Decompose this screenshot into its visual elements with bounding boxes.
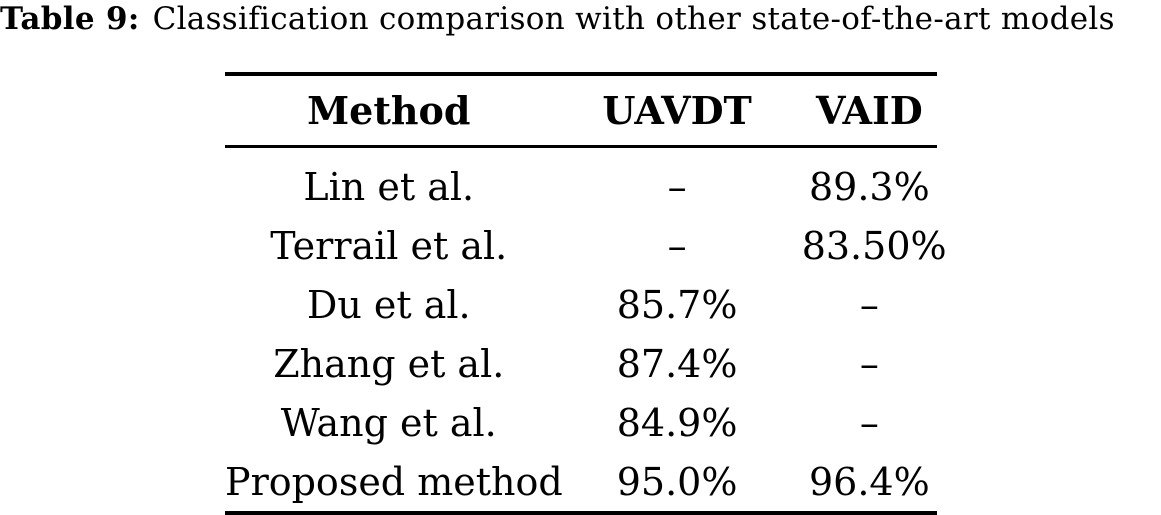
- table-row: Du et al. 85.7% –: [225, 275, 937, 334]
- uavdt-value-cell: –: [667, 164, 687, 209]
- vaid-value-cell: –: [859, 341, 879, 386]
- method-cell: Zhang et al.: [273, 341, 505, 386]
- vaid-value-cell: 89.3%: [808, 164, 930, 209]
- method-cell: Du et al.: [306, 282, 471, 327]
- table-row: Proposed method 95.0% 96.4%: [225, 452, 937, 513]
- uavdt-value-cell: 95.0%: [616, 459, 738, 504]
- header-row: Method UAVDT VAID: [225, 74, 937, 148]
- table-row: Lin et al. – 89.3%: [225, 147, 937, 217]
- col-header-uavdt: UAVDT: [552, 74, 802, 148]
- uavdt-value-cell: 85.7%: [616, 282, 738, 327]
- method-cell: Lin et al.: [303, 164, 475, 209]
- method-cell: Terrail et al.: [270, 223, 508, 268]
- table-row: Terrail et al. – 83.50%: [225, 216, 947, 275]
- vaid-value-cell: –: [859, 400, 879, 445]
- col-header-method: Method: [225, 74, 553, 148]
- uavdt-value-cell: 87.4%: [616, 341, 738, 386]
- uavdt-value-cell: 84.9%: [616, 400, 738, 445]
- table-caption: Table 9: Classification comparison with o…: [0, 0, 1161, 41]
- results-table-header: Method UAVDT VAID: [225, 74, 937, 148]
- vaid-value-cell: –: [859, 282, 879, 327]
- method-cell: Wang et al.: [280, 400, 497, 445]
- vaid-value-cell: 96.4%: [808, 459, 930, 504]
- results-table: Method UAVDT VAID Lin et al. – 89.3% Ter…: [225, 72, 947, 515]
- results-table-body: Lin et al. – 89.3% Terrail et al. – 83.5…: [225, 147, 947, 514]
- table-caption-text: Classification comparison with other sta…: [152, 1, 1115, 37]
- vaid-value-cell: 83.50%: [801, 223, 947, 268]
- table-caption-label: Table 9:: [0, 1, 140, 37]
- col-header-vaid: VAID: [801, 74, 937, 148]
- uavdt-value-cell: –: [667, 223, 687, 268]
- table-row: Wang et al. 84.9% –: [225, 393, 937, 452]
- table-row: Zhang et al. 87.4% –: [225, 334, 937, 393]
- method-cell: Proposed method: [225, 459, 563, 504]
